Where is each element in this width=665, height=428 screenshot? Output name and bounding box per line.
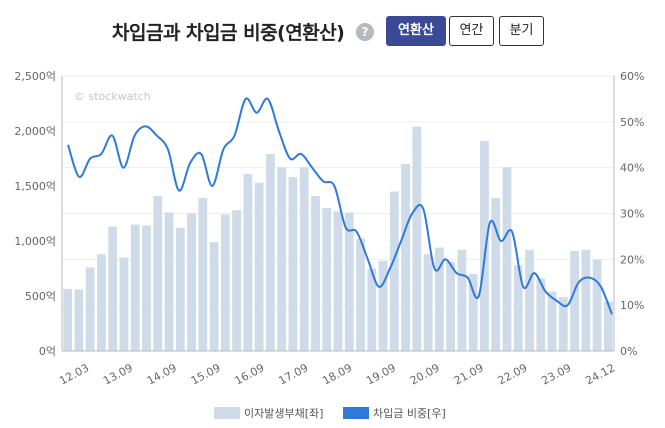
x-tick-label: 14.09 xyxy=(145,361,179,387)
legend-line-label: 차입금 비중[우] xyxy=(373,407,446,420)
bar xyxy=(232,210,242,351)
bar xyxy=(85,267,95,351)
legend: 이자발생부채[좌] 차입금 비중[우] xyxy=(214,407,446,420)
bar xyxy=(412,126,422,351)
legend-bar-label: 이자발생부채[좌] xyxy=(244,407,323,420)
bar xyxy=(423,254,433,351)
line-path xyxy=(67,97,613,315)
chart-title: 차입금과 차입금 비중(연환산) xyxy=(112,22,345,44)
bar xyxy=(525,249,534,351)
bar xyxy=(119,257,129,351)
bar xyxy=(164,212,174,351)
bar xyxy=(187,213,196,351)
bar xyxy=(266,154,275,351)
y-left-tick-label: 1,500억 xyxy=(14,180,56,193)
bar xyxy=(288,177,298,351)
x-tick-label: 13.09 xyxy=(101,361,135,387)
x-tick-label: 18.09 xyxy=(320,361,354,387)
x-tick-label: 19.09 xyxy=(364,361,398,387)
bar xyxy=(558,297,568,351)
bar xyxy=(513,265,523,351)
y-right-tick-label: 20% xyxy=(620,253,644,266)
bar xyxy=(491,198,501,351)
bar xyxy=(480,140,489,351)
bar xyxy=(74,289,84,351)
x-tick-label: 22.09 xyxy=(496,361,530,387)
y-left-tick-label: 0억 xyxy=(39,345,56,358)
x-tick-label: 20.09 xyxy=(408,361,442,387)
line-series xyxy=(67,97,613,315)
bar xyxy=(468,274,478,351)
bar xyxy=(142,225,151,351)
annualized-button[interactable]: 연환산 xyxy=(386,16,446,46)
bar xyxy=(243,173,253,351)
bar xyxy=(592,259,602,351)
quarterly-button[interactable]: 분기 xyxy=(499,16,544,46)
help-icon[interactable]: ? xyxy=(356,23,374,41)
bar xyxy=(367,268,377,351)
x-tick-label: 23.09 xyxy=(539,361,573,387)
bar xyxy=(378,260,388,351)
bar-series xyxy=(63,126,613,351)
bar xyxy=(434,247,444,351)
x-tick-label: 21.09 xyxy=(452,361,486,387)
bar xyxy=(446,261,456,351)
y-right-tick-label: 40% xyxy=(620,162,644,175)
bar xyxy=(311,195,320,351)
bar xyxy=(603,301,613,351)
bar xyxy=(457,249,467,351)
bar xyxy=(344,212,354,351)
y-right-tick-label: 0% xyxy=(620,345,637,358)
bar xyxy=(277,167,287,351)
y-right-tick-label: 60% xyxy=(620,70,644,83)
bar xyxy=(299,167,309,351)
x-tick-label: 15.09 xyxy=(189,361,223,387)
y-left-tick-label: 2,500억 xyxy=(14,70,56,83)
y-right-tick-label: 10% xyxy=(620,299,644,312)
bar xyxy=(536,278,546,351)
legend-line-swatch xyxy=(343,407,369,419)
y-left-tick-label: 1,000억 xyxy=(14,235,56,248)
bar xyxy=(108,226,118,351)
bar xyxy=(401,164,410,351)
bar xyxy=(97,254,106,351)
bar xyxy=(198,198,208,351)
annual-button[interactable]: 연간 xyxy=(449,16,494,46)
y-left-tick-label: 500억 xyxy=(25,290,56,303)
chart-header: 차입금과 차입금 비중(연환산) ? 연환산 연간 분기 xyxy=(0,14,665,50)
x-tick-label: 12.03 xyxy=(57,361,91,387)
bar xyxy=(63,288,73,351)
y-right-tick-label: 50% xyxy=(620,116,644,129)
bar xyxy=(130,224,140,351)
bar xyxy=(153,195,163,351)
bar xyxy=(322,208,332,351)
watermark: © stockwatch xyxy=(74,90,151,103)
bar xyxy=(209,242,219,351)
y-left-tick-label: 2,000억 xyxy=(14,125,56,138)
y-right-tick-label: 30% xyxy=(620,208,644,221)
bar xyxy=(547,291,557,351)
bar xyxy=(254,182,264,351)
bar xyxy=(502,167,512,351)
bar xyxy=(570,250,579,351)
legend-bar-swatch xyxy=(214,407,240,419)
bar xyxy=(581,249,591,351)
bar xyxy=(175,227,185,351)
bar xyxy=(356,238,365,351)
bar xyxy=(389,191,399,351)
bar xyxy=(333,211,343,351)
x-tick-label: 24.12 xyxy=(583,361,617,387)
bar xyxy=(220,214,230,351)
x-tick-label: 16.09 xyxy=(233,361,267,387)
x-tick-label: 17.09 xyxy=(276,361,310,387)
